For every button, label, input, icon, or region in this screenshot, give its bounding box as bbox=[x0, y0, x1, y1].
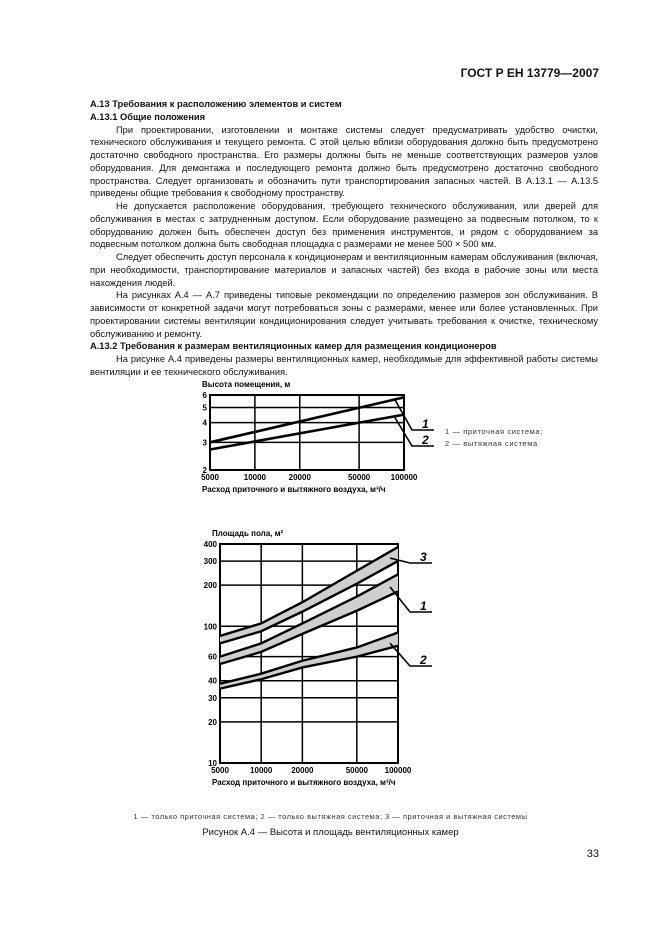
band-fill-1 bbox=[220, 574, 398, 664]
body-text: А.13 Требования к расположению элементов… bbox=[90, 98, 598, 379]
x-tick-label: 20000 bbox=[291, 766, 314, 775]
series-line-2 bbox=[209, 413, 405, 451]
standard-header: ГОСТ Р ЕН 13779—2007 bbox=[460, 66, 599, 80]
x-tick-label: 5000 bbox=[211, 766, 229, 775]
y-tick-label: 30 bbox=[208, 694, 217, 703]
y-axis-label: Площадь пола, м² bbox=[212, 529, 284, 538]
heading-a132: А.13.2 Требования к размерам вентиляцион… bbox=[90, 341, 497, 352]
band-upper-2 bbox=[219, 631, 399, 685]
leader-line bbox=[394, 417, 434, 447]
x-tick-label: 100000 bbox=[385, 766, 412, 775]
y-tick-label: 60 bbox=[208, 653, 217, 662]
y-tick-label: 6 bbox=[203, 391, 208, 400]
x-tick-label: 50000 bbox=[346, 766, 369, 775]
paragraph: На рисунках А.4 — А.7 приведены типовые … bbox=[90, 290, 598, 339]
figure-caption: Рисунок А.4 — Высота и площадь вентиляци… bbox=[202, 827, 459, 838]
x-axis-label: Расход приточного и вытяжного воздуха, м… bbox=[212, 778, 396, 787]
y-tick-label: 300 bbox=[204, 557, 218, 566]
paragraph: Следует обеспечить доступ персонала к ко… bbox=[90, 252, 598, 288]
y-axis-label: Высота помещения, м bbox=[202, 380, 290, 389]
chart1-legend-1: 1 — приточная система; bbox=[445, 427, 543, 436]
series-label: 2 bbox=[421, 433, 429, 447]
y-tick-label: 10 bbox=[208, 759, 217, 768]
y-tick-label: 2 bbox=[203, 466, 208, 475]
y-tick-label: 40 bbox=[208, 677, 217, 686]
leader-line bbox=[389, 557, 432, 564]
y-tick-label: 4 bbox=[203, 419, 208, 428]
y-tick-label: 20 bbox=[208, 718, 217, 727]
series-label: 2 bbox=[419, 653, 427, 667]
x-tick-label: 10000 bbox=[250, 766, 273, 775]
x-tick-label: 50000 bbox=[348, 473, 371, 482]
page-number: 33 bbox=[586, 848, 599, 860]
band-upper-3 bbox=[219, 546, 399, 638]
heading-a13: А.13 Требования к расположению элементов… bbox=[90, 99, 342, 109]
heading-a131: А.13.1 Общие положения bbox=[90, 111, 206, 122]
series-label: 1 bbox=[420, 599, 427, 613]
band-fill-2 bbox=[220, 632, 398, 689]
band-lower-2 bbox=[219, 644, 399, 690]
leader-line bbox=[394, 399, 434, 431]
series-line-1 bbox=[209, 396, 405, 444]
y-tick-label: 100 bbox=[204, 622, 218, 631]
series-label: 3 bbox=[420, 550, 427, 564]
band-upper-1 bbox=[219, 573, 399, 658]
y-tick-label: 3 bbox=[203, 438, 208, 447]
paragraph: Не допускается расположение оборудования… bbox=[90, 201, 598, 250]
leader-line bbox=[389, 642, 432, 667]
paragraph: При проектировании, изготовлении и монта… bbox=[90, 124, 598, 199]
x-axis-label: Расход приточного и вытяжного воздуха, м… bbox=[202, 485, 386, 494]
band-lower-1 bbox=[219, 590, 399, 666]
y-tick-label: 5 bbox=[203, 403, 208, 412]
paragraph: На рисунке А.4 приведены размеры вентиля… bbox=[90, 354, 598, 377]
y-tick-label: 400 bbox=[204, 540, 218, 549]
leader-line bbox=[389, 586, 432, 613]
y-tick-label: 200 bbox=[204, 581, 218, 590]
x-tick-label: 10000 bbox=[244, 473, 267, 482]
x-tick-label: 5000 bbox=[201, 473, 219, 482]
x-tick-label: 20000 bbox=[289, 473, 312, 482]
x-tick-label: 100000 bbox=[391, 473, 418, 482]
band-lower-3 bbox=[219, 560, 399, 645]
band-fill-3 bbox=[220, 547, 398, 644]
series-label: 1 bbox=[422, 417, 429, 431]
figure-legend: 1 — только приточная система; 2 — только… bbox=[133, 812, 528, 821]
chart1-legend-2: 2 — вытяжная система bbox=[445, 439, 538, 448]
